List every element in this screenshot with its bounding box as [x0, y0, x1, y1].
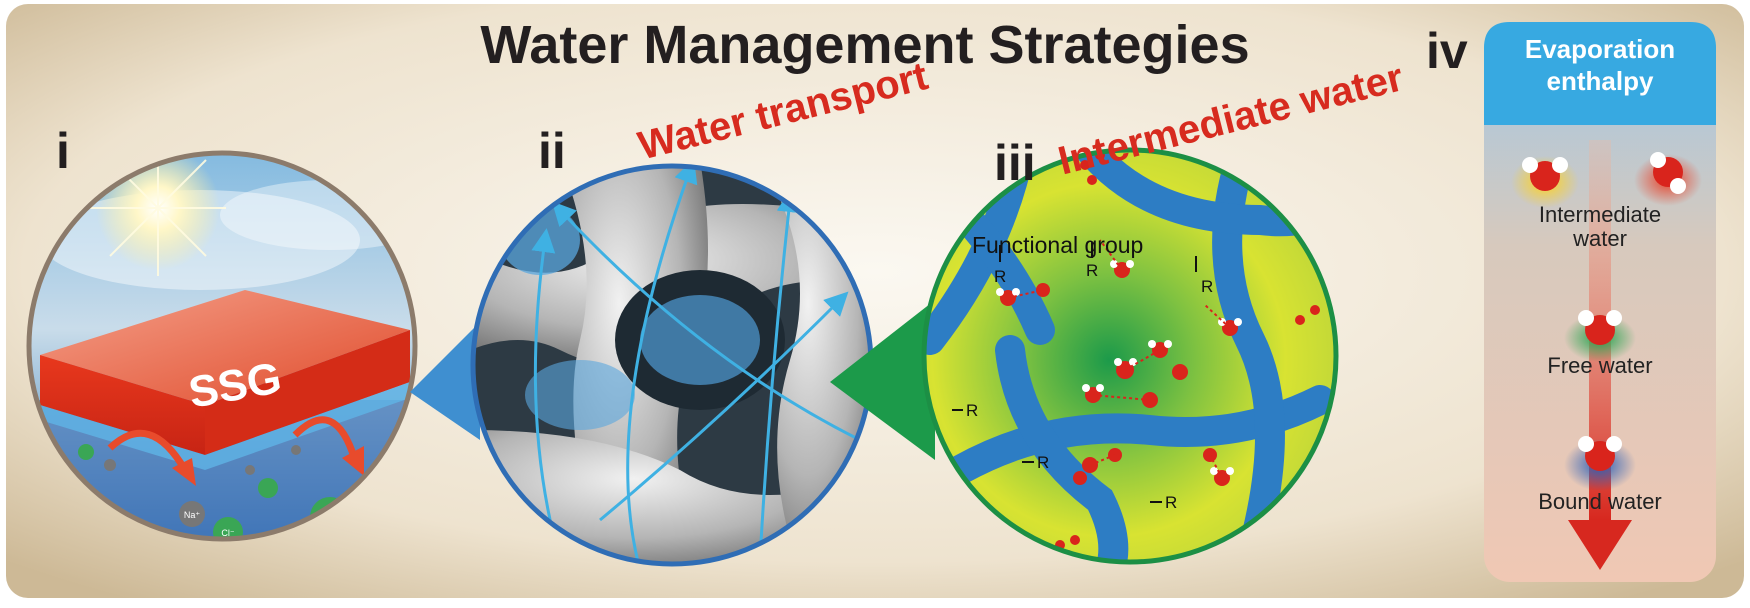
- water-molecule-icon: [1530, 161, 1560, 191]
- ssg-base-water-layer: [40, 382, 410, 470]
- panel-numeral-ii: ii: [538, 123, 566, 179]
- evaporation-title-line2: enthalpy: [1547, 66, 1654, 96]
- r-group-label: R: [966, 401, 978, 420]
- ion-arrowhead-right: [342, 446, 364, 476]
- intermediate-water-label-line2: water: [1572, 226, 1627, 251]
- bound-water-label: Bound water: [1538, 489, 1662, 514]
- pore-water: [525, 360, 635, 430]
- r-group-label: R: [1201, 277, 1213, 296]
- panel-iv: Evaporation enthalpy Intermediate water …: [1484, 22, 1716, 582]
- panel-ii: [470, 163, 874, 567]
- cl-ion-label: Cl⁻: [221, 528, 234, 538]
- functional-group-label: Functional group: [972, 232, 1143, 258]
- r-group-label: R: [1086, 261, 1098, 280]
- ssg-side-face: [205, 330, 410, 455]
- figure-title: Water Management Strategies: [480, 15, 1250, 75]
- free-water-label: Free water: [1547, 353, 1652, 378]
- ssg-top-face: [40, 290, 410, 405]
- panel-i-border: [26, 150, 418, 542]
- na-ion-label: Na⁺: [184, 510, 201, 520]
- r-group-label: R: [1037, 453, 1049, 472]
- panel-numeral-iv: iv: [1426, 23, 1468, 79]
- intermediate-water-label-line1: Intermediate: [1539, 202, 1661, 227]
- water-flow-arrows: [531, 166, 861, 564]
- ion-arrowhead-left: [172, 458, 196, 486]
- evaporation-title-line1: Evaporation: [1525, 34, 1675, 64]
- ion-arrow-right: [292, 416, 359, 462]
- ssg-front-face: [40, 355, 205, 455]
- panel-iv-header: [1484, 22, 1716, 125]
- panel-numeral-iii: iii: [994, 135, 1036, 191]
- water-molecules: [996, 239, 1242, 486]
- ion-arrow-left: [107, 429, 189, 472]
- zoom-wedge-i-ii: [410, 322, 480, 440]
- panel-iii-border: [921, 147, 1339, 565]
- r-group-label: R: [1165, 493, 1177, 512]
- r-group-label: R: [994, 267, 1006, 286]
- enthalpy-arrowhead: [1568, 520, 1632, 570]
- zoom-wedge-ii-iii: [830, 300, 935, 460]
- r-group-bonds: [952, 242, 1197, 503]
- panel-numeral-i: i: [56, 123, 70, 179]
- panel-iii: R R R R R R Functional group: [921, 147, 1339, 565]
